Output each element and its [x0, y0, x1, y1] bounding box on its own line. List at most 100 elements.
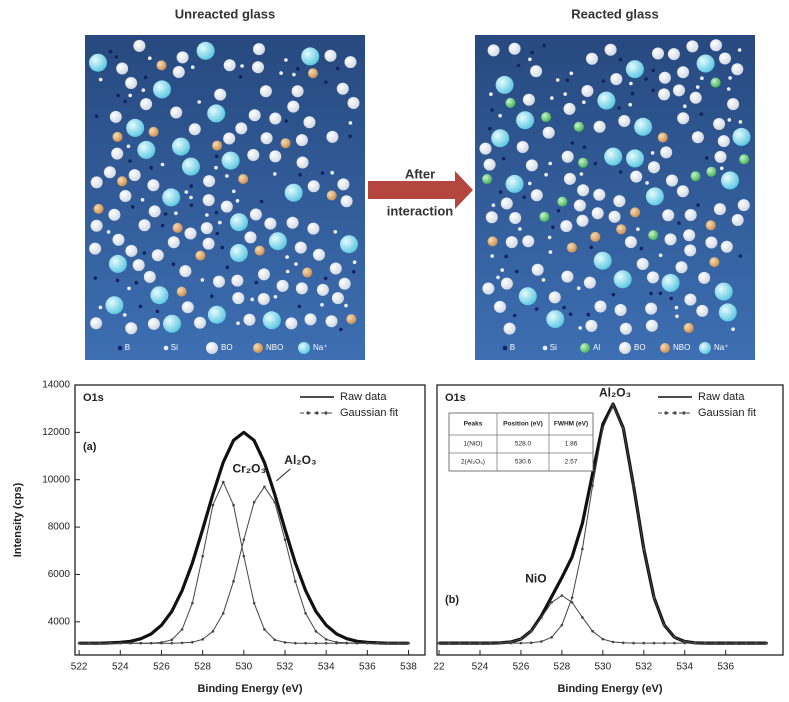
fit-point — [283, 641, 287, 644]
atom-sodium — [661, 273, 680, 292]
atom-silicon — [674, 305, 679, 310]
atom-bridging — [530, 189, 543, 202]
atom-silicon — [727, 118, 732, 122]
atom-silicon — [214, 165, 218, 170]
atom-silicon — [174, 211, 178, 215]
atom-nonbridging — [112, 131, 123, 142]
atom-bridging — [696, 304, 709, 317]
atom-bridging — [232, 292, 245, 305]
atom-boron — [215, 231, 219, 236]
atom-boron — [214, 210, 219, 215]
atom-bridging — [485, 211, 498, 224]
atom-bridging — [223, 132, 236, 145]
fit-point — [98, 641, 102, 645]
fit-point — [540, 616, 543, 619]
atom-bridging — [516, 141, 529, 153]
atom-boron — [297, 304, 302, 309]
atom-sodium — [546, 310, 565, 329]
fit-point — [642, 547, 646, 551]
atom-bridging — [338, 277, 351, 290]
annotation-leader — [276, 468, 291, 482]
atom-bridging — [147, 179, 160, 192]
atom-silicon — [544, 172, 548, 177]
atom-boron — [586, 312, 591, 317]
atom-bridging — [500, 277, 513, 290]
atom-bridging — [731, 63, 744, 76]
atom-bridging — [581, 85, 594, 97]
fit-point — [242, 538, 246, 541]
atom-silicon — [731, 327, 735, 332]
atom-silicon — [279, 71, 283, 75]
atom-aluminum — [739, 154, 750, 165]
fit-point — [499, 641, 502, 645]
fit-point — [519, 637, 523, 641]
atom-silicon — [292, 72, 296, 77]
x-tick-label: 530 — [235, 662, 252, 673]
arrow — [368, 171, 473, 209]
atom-bridging — [705, 236, 718, 249]
table-header: Peaks — [464, 421, 483, 428]
legend-label: B — [510, 343, 515, 352]
atom-nonbridging — [326, 190, 337, 201]
atom-bridging — [344, 56, 357, 69]
atom-silicon — [726, 87, 731, 91]
atom-bridging — [686, 40, 699, 53]
atom-bridging — [664, 233, 677, 246]
atom-bridging — [737, 199, 750, 212]
atom-bridging — [90, 176, 103, 189]
atom-bridging — [594, 300, 607, 313]
atom-boron — [155, 309, 160, 314]
legend-atom — [298, 342, 310, 354]
fit-point — [180, 641, 184, 645]
atom-silicon — [576, 286, 581, 291]
legend-atom — [117, 345, 123, 351]
fit-point — [570, 601, 574, 604]
legend-marker — [324, 411, 328, 415]
atom-sodium — [172, 137, 190, 156]
atom-silicon — [489, 92, 493, 96]
fit-point — [335, 640, 338, 644]
atom-bridging — [148, 205, 161, 218]
atom-bridging — [548, 291, 561, 304]
atom-silicon — [720, 166, 724, 171]
atom-bridging — [307, 180, 320, 193]
atom-boron — [488, 126, 492, 131]
fit-point — [314, 630, 318, 633]
atom-boron — [669, 296, 673, 301]
atom-bridging — [202, 237, 215, 250]
atom-silicon — [518, 227, 522, 231]
atom-bridging — [482, 282, 495, 295]
atom-sodium — [137, 140, 156, 159]
atom-boron — [94, 114, 99, 119]
atom-silicon — [528, 181, 532, 186]
atom-bridging — [202, 194, 215, 207]
atom-silicon — [232, 189, 236, 194]
atom-bridging — [645, 302, 658, 315]
atom-sodium — [634, 117, 653, 136]
atom-silicon — [250, 297, 254, 302]
atom-sodium — [732, 127, 751, 146]
atom-boron — [143, 75, 148, 80]
atom-bridging — [303, 116, 316, 129]
fit-point — [407, 641, 410, 645]
atom-sodium — [495, 75, 514, 94]
atom-nonbridging — [657, 132, 668, 143]
atom-bridging — [673, 84, 685, 97]
atom-bridging — [662, 209, 675, 222]
atom-bridging — [181, 301, 194, 314]
atom-bridging — [675, 261, 688, 274]
fit-point — [170, 638, 174, 642]
atom-sodium — [126, 118, 145, 137]
atom-bridging — [324, 49, 337, 62]
atom-sodium — [696, 54, 715, 73]
atom-boron — [542, 43, 546, 48]
fit-point — [149, 641, 153, 645]
diagram-title: Unreacted glass — [175, 6, 275, 21]
fit-point — [662, 623, 666, 627]
fit-point — [273, 500, 277, 504]
atom-bridging — [112, 233, 125, 246]
atom-bridging — [269, 112, 282, 125]
atom-silicon — [344, 303, 348, 308]
atom-bridging — [247, 149, 260, 161]
